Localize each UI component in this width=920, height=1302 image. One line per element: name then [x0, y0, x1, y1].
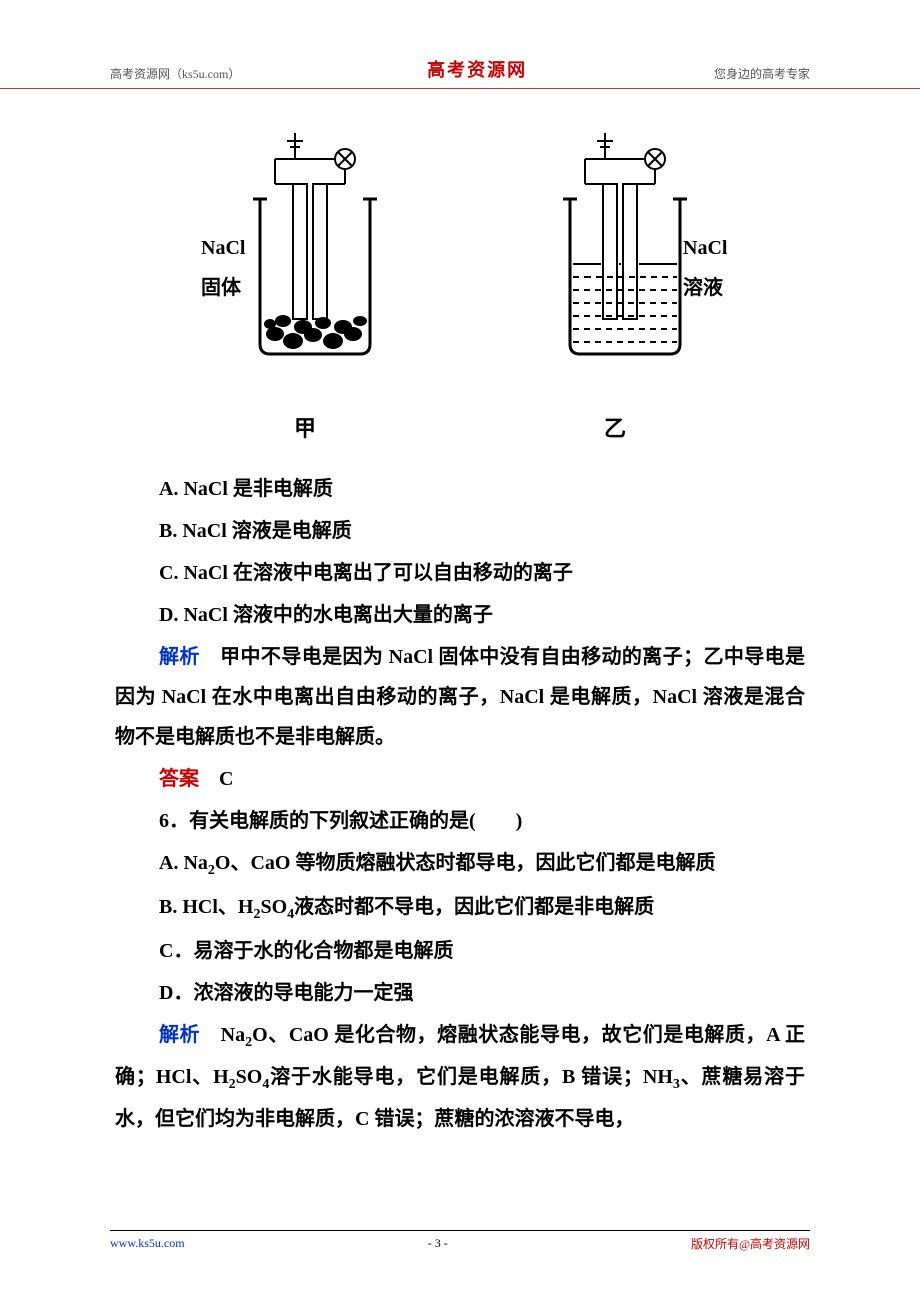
footer-right: 版权所有@高考资源网	[691, 1235, 810, 1252]
q6-opt-c: C．易溶于水的化合物都是电解质	[159, 931, 805, 971]
right-label-2: 溶液	[683, 268, 743, 308]
header-right: 您身边的高考专家	[714, 65, 810, 82]
q6-explain: 解析 Na2O、CaO 是化合物，熔融状态能导电，故它们是电解质，A 正确；HC…	[115, 1015, 805, 1139]
q5-opt-d: D. NaCl 溶液中的水电离出大量的离子	[159, 595, 805, 635]
diagram-left: NaCl 固体 甲	[205, 129, 405, 451]
q6-stem: 6．有关电解质的下列叙述正确的是( )	[115, 801, 805, 841]
explain-label-2: 解析	[159, 1024, 200, 1046]
q5-opt-a: A. NaCl 是非电解质	[159, 469, 805, 509]
q6-opt-a: A. Na2O、CaO 等物质熔融状态时都导电，因此它们都是电解质	[159, 843, 805, 885]
q5-answer-text: C	[199, 768, 233, 790]
header-center: 高考资源网	[427, 56, 527, 82]
q5-answer: 答案 C	[115, 759, 805, 799]
left-label-1: NaCl	[201, 228, 401, 268]
q5-explain: 解析 甲中不导电是因为 NaCl 固体中没有自由移动的离子；乙中导电是因为 Na…	[115, 637, 805, 757]
footer-page-number: - 3 -	[428, 1236, 448, 1251]
q5-options: A. NaCl 是非电解质 B. NaCl 溶液是电解质 C. NaCl 在溶液…	[159, 469, 805, 635]
q5-explain-text: 甲中不导电是因为 NaCl 固体中没有自由移动的离子；乙中导电是因为 NaCl …	[115, 646, 805, 748]
page-footer: www.ks5u.com - 3 - 版权所有@高考资源网	[0, 1230, 920, 1252]
caption-right: 乙	[515, 407, 715, 451]
q5-opt-b: B. NaCl 溶液是电解质	[159, 511, 805, 551]
right-label-1: NaCl	[683, 228, 743, 268]
diagram-right: NaCl 溶液 乙	[515, 129, 715, 451]
page-header: 高考资源网（ks5u.com） 高考资源网 您身边的高考专家	[0, 0, 920, 89]
answer-label: 答案	[159, 768, 199, 790]
caption-left: 甲	[205, 407, 405, 451]
q5-opt-c: C. NaCl 在溶液中电离出了可以自由移动的离子	[159, 553, 805, 593]
q6-opt-d: D．浓溶液的导电能力一定强	[159, 973, 805, 1013]
diagram-row: NaCl 固体 甲	[115, 129, 805, 451]
left-label-2: 固体	[201, 268, 401, 308]
explain-label: 解析	[159, 646, 200, 668]
header-left: 高考资源网（ks5u.com）	[110, 65, 240, 82]
main-content: NaCl 固体 甲	[0, 89, 920, 1139]
footer-left: www.ks5u.com	[110, 1236, 185, 1251]
q6-opt-b: B. HCl、H2SO4液态时都不导电，因此它们都是非电解质	[159, 887, 805, 929]
footer-rule	[110, 1230, 810, 1231]
q6-options: A. Na2O、CaO 等物质熔融状态时都导电，因此它们都是电解质 B. HCl…	[159, 843, 805, 1013]
